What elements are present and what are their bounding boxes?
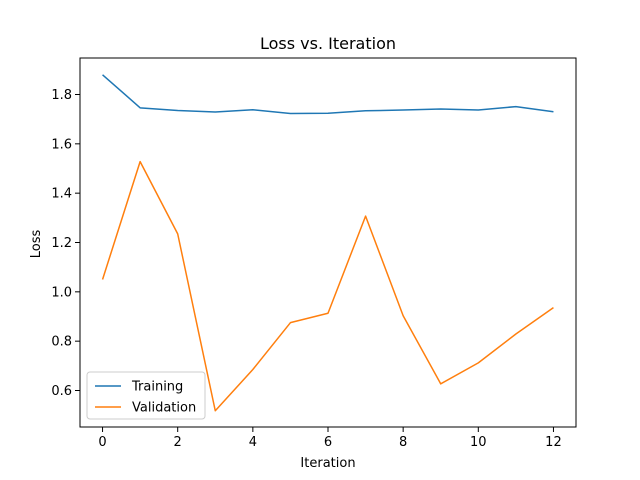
x-tick-label: 10 — [470, 435, 487, 450]
y-axis-title: Loss — [29, 230, 44, 259]
y-tick-label: 1.2 — [51, 236, 72, 251]
x-tick-label: 12 — [545, 435, 562, 450]
y-tick-label: 1.8 — [51, 88, 72, 103]
x-axis: 0 2 4 6 8 10 12 — [98, 427, 562, 450]
chart-title: Loss vs. Iteration — [260, 34, 396, 53]
y-tick-label: 1.4 — [51, 187, 72, 202]
legend-label-validation: Validation — [132, 401, 196, 416]
y-tick-label: 0.6 — [51, 384, 72, 399]
x-tick-label: 0 — [98, 435, 106, 450]
y-tick-label: 1.6 — [51, 137, 72, 152]
legend-label-training: Training — [131, 380, 183, 395]
x-tick-label: 8 — [399, 435, 407, 450]
y-tick-label: 1.0 — [51, 285, 72, 300]
series-line-training — [102, 74, 554, 115]
x-axis-title: Iteration — [300, 456, 355, 471]
x-tick-label: 2 — [174, 435, 182, 450]
y-tick-label: 0.8 — [51, 335, 72, 350]
x-tick-label: 6 — [324, 435, 332, 450]
series-layer — [101, 74, 554, 412]
legend: Training Validation — [86, 371, 206, 420]
y-axis: 0.6 0.8 1.0 1.2 1.4 1.6 1.8 — [51, 88, 80, 399]
series-line-validation — [101, 160, 554, 412]
x-tick-label: 4 — [249, 435, 257, 450]
